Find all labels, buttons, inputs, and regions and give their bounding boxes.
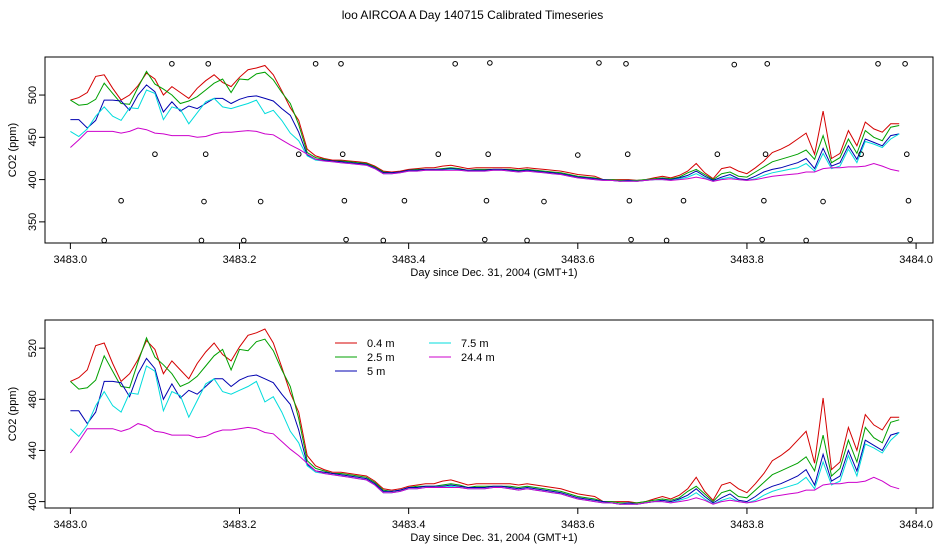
y-tick-label: 400 (27, 170, 39, 188)
data-marker (575, 152, 581, 158)
legend-label-0-4-m: 0.4 m (367, 338, 395, 350)
data-marker (803, 237, 809, 244)
data-marker (152, 151, 158, 158)
data-marker (624, 151, 631, 158)
data-marker (663, 237, 670, 244)
series-line-0-4-m (70, 64, 900, 181)
data-marker (761, 197, 767, 204)
data-marker (257, 198, 264, 205)
data-marker (339, 151, 346, 158)
x-tick-label: 3484.0 (899, 254, 933, 266)
y-tick-label: 400 (27, 492, 39, 510)
plot-frame (44, 56, 934, 244)
x-tick-label: 3484.0 (899, 519, 933, 531)
data-marker (485, 151, 491, 158)
x-tick-label: 3483.2 (223, 254, 257, 266)
x-tick-label: 3483.2 (223, 519, 257, 531)
x-tick-label: 3483.0 (54, 519, 88, 531)
data-marker (759, 236, 765, 243)
y-axis-label: CO2 (ppm) (7, 387, 19, 441)
x-tick-label: 3483.4 (392, 254, 426, 266)
data-marker (341, 197, 348, 204)
data-marker (524, 237, 530, 244)
data-marker (118, 197, 124, 204)
data-marker (312, 60, 319, 67)
data-marker (202, 151, 209, 158)
data-marker (481, 236, 488, 243)
x-tick-label: 3483.6 (561, 254, 595, 266)
x-axis-label: Day since Dec. 31, 2004 (GMT+1) (410, 267, 577, 279)
data-marker (435, 151, 442, 158)
data-marker (295, 151, 302, 158)
data-marker (626, 197, 633, 204)
data-marker (541, 198, 547, 205)
series-line-2-5-m (70, 336, 900, 504)
legend-label-7-5-m: 7.5 m (461, 338, 489, 350)
series-line-24-4-m (69, 423, 900, 505)
data-marker (343, 236, 349, 243)
data-marker (907, 236, 913, 243)
series-line-24-4-m (70, 127, 900, 182)
data-marker (903, 151, 910, 158)
data-marker (820, 198, 826, 205)
data-marker (452, 60, 458, 67)
data-marker (483, 197, 490, 204)
data-marker (858, 151, 864, 158)
data-marker (714, 151, 721, 158)
data-marker (680, 197, 687, 204)
y-tick-label: 480 (27, 390, 39, 408)
data-marker (731, 61, 738, 68)
chart-title: loo AIRCOA A Day 140715 Calibrated Times… (341, 8, 604, 22)
legend-label-2-5-m: 2.5 m (367, 352, 395, 364)
series-line-0-4-m (70, 328, 900, 504)
data-marker (205, 60, 212, 67)
series-line-5-m (70, 84, 900, 182)
series-line-5-m (70, 357, 900, 505)
plot-frame (44, 319, 934, 509)
x-tick-label: 3483.4 (392, 519, 426, 531)
x-axis-label: Day since Dec. 31, 2004 (GMT+1) (410, 532, 577, 544)
data-marker (380, 237, 387, 244)
x-tick-label: 3483.0 (54, 254, 88, 266)
y-tick-label: 520 (27, 339, 39, 357)
data-marker (596, 60, 602, 66)
x-tick-label: 3483.6 (561, 519, 595, 531)
data-marker (875, 60, 881, 67)
y-tick-label: 440 (27, 441, 39, 459)
y-tick-label: 500 (27, 86, 39, 104)
series-line-2-5-m (70, 70, 900, 181)
legend: 0.4 m 2.5 m 5 m 7.5 m 24.4 m (335, 338, 495, 378)
data-marker (240, 237, 247, 244)
y-tick-label: 350 (27, 213, 39, 231)
data-marker (628, 236, 634, 243)
data-marker (201, 198, 207, 205)
data-marker (764, 60, 771, 67)
data-marker (902, 60, 908, 67)
data-marker (101, 237, 107, 244)
data-marker (487, 60, 493, 66)
data-marker (401, 197, 408, 204)
data-marker (623, 60, 629, 67)
data-marker (169, 60, 175, 67)
y-tick-label: 450 (27, 128, 39, 146)
x-tick-label: 3483.8 (730, 519, 764, 531)
legend-label-5-m: 5 m (367, 366, 385, 378)
data-marker (905, 197, 912, 204)
data-marker (198, 237, 205, 244)
y-axis-label: CO2 (ppm) (7, 123, 19, 177)
legend-label-24-4-m: 24.4 m (461, 352, 495, 364)
data-marker (762, 151, 769, 158)
x-tick-label: 3483.8 (730, 254, 764, 266)
data-marker (338, 60, 344, 67)
